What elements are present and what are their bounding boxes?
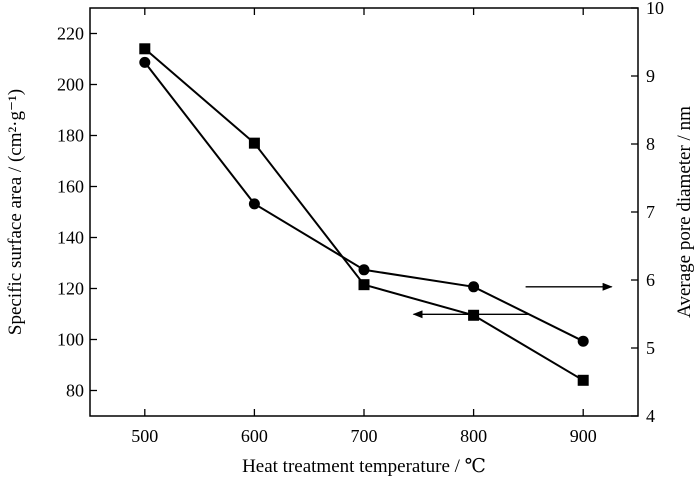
square-data-point [358, 279, 370, 291]
circle-data-point [468, 281, 480, 293]
x-tick-label: 800 [460, 426, 487, 446]
x-tick-label: 600 [241, 426, 268, 446]
x-axis-ticks: 500 600 700 800 900 [131, 8, 597, 446]
right-y-tick-label: 6 [646, 270, 655, 290]
right-y-axis-title: Average pore diameter / nm [674, 106, 695, 318]
x-tick-label: 900 [570, 426, 597, 446]
right-y-tick-label: 5 [646, 338, 655, 358]
square-data-point [577, 374, 589, 386]
right-y-tick-label: 8 [646, 134, 655, 154]
left-y-tick-label: 80 [66, 381, 84, 401]
circle-data-point [139, 56, 151, 68]
right-y-tick-label: 10 [646, 0, 664, 18]
left-y-tick-label: 160 [57, 177, 84, 197]
series-lines [144, 48, 584, 382]
x-tick-label: 700 [351, 426, 378, 446]
plot-frame [89, 7, 639, 417]
left-y-tick-label: 220 [57, 24, 84, 44]
square-data-point [139, 43, 151, 55]
square-data-point [248, 137, 260, 149]
right-y-tick-label: 4 [646, 406, 655, 426]
square-series-line [144, 48, 584, 382]
right-y-tick-label: 9 [646, 66, 655, 86]
left-y-tick-label: 100 [57, 330, 84, 350]
left-y-axis-title: Specific surface area / (cm²·g⁻¹) [5, 89, 26, 335]
right-y-axis-ticks: 4 5 6 7 8 9 10 [631, 0, 664, 426]
left-y-tick-label: 140 [57, 228, 84, 248]
x-tick-label: 500 [131, 426, 158, 446]
square-data-point [468, 309, 480, 321]
x-axis-title: Heat treatment temperature / ℃ [242, 456, 486, 477]
circle-data-point [358, 264, 370, 276]
left-y-tick-label: 200 [57, 75, 84, 95]
left-y-tick-label: 180 [57, 126, 84, 146]
right-y-tick-label: 7 [646, 202, 655, 222]
circle-data-point [248, 198, 260, 210]
series-points [139, 43, 589, 386]
left-y-tick-label: 120 [57, 279, 84, 299]
left-y-axis-ticks: 80 100 120 140 160 180 200 220 [57, 24, 97, 401]
circle-data-point [577, 335, 589, 347]
annotations [412, 282, 613, 319]
